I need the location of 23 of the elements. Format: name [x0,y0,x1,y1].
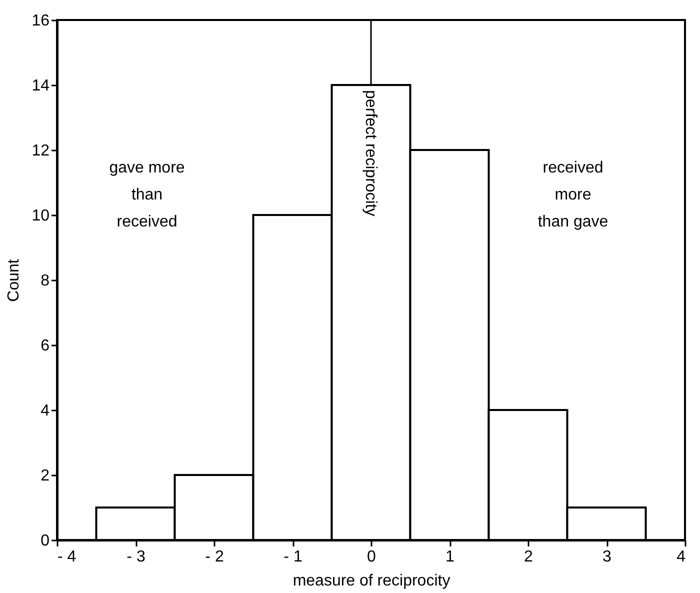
x-tick-label: 4 [676,548,686,566]
annotation: received more than gave [538,159,608,230]
y-tick-label: 12 [32,142,50,160]
y-tick-label: 14 [32,78,50,94]
y-tick-label: 4 [40,402,50,420]
y-tick-label: 6 [40,338,50,354]
ref-line-label: perfect reciprocity [362,90,379,216]
y-tick-label: 10 [32,208,50,224]
y-tick-label: 0 [40,532,50,550]
y-tick-label: 2 [40,468,50,484]
x-tick-label: - 1 [284,548,302,566]
y-tick-label: 8 [40,272,50,290]
x-tick-label: - 3 [126,548,146,566]
annotation: gave more than received [109,159,185,230]
x-tick-label: 1 [446,548,455,566]
x-tick-label: - 4 [58,548,76,566]
x-tick-label: - 2 [205,548,224,566]
x-axis-title: measure of reciprocity [292,572,450,590]
x-tick-label: 3 [602,548,612,566]
y-axis-title: Count [6,258,23,302]
x-tick-label: 2 [524,548,534,566]
x-tick-label: 0 [367,548,376,566]
y-tick-label: 16 [32,12,50,30]
